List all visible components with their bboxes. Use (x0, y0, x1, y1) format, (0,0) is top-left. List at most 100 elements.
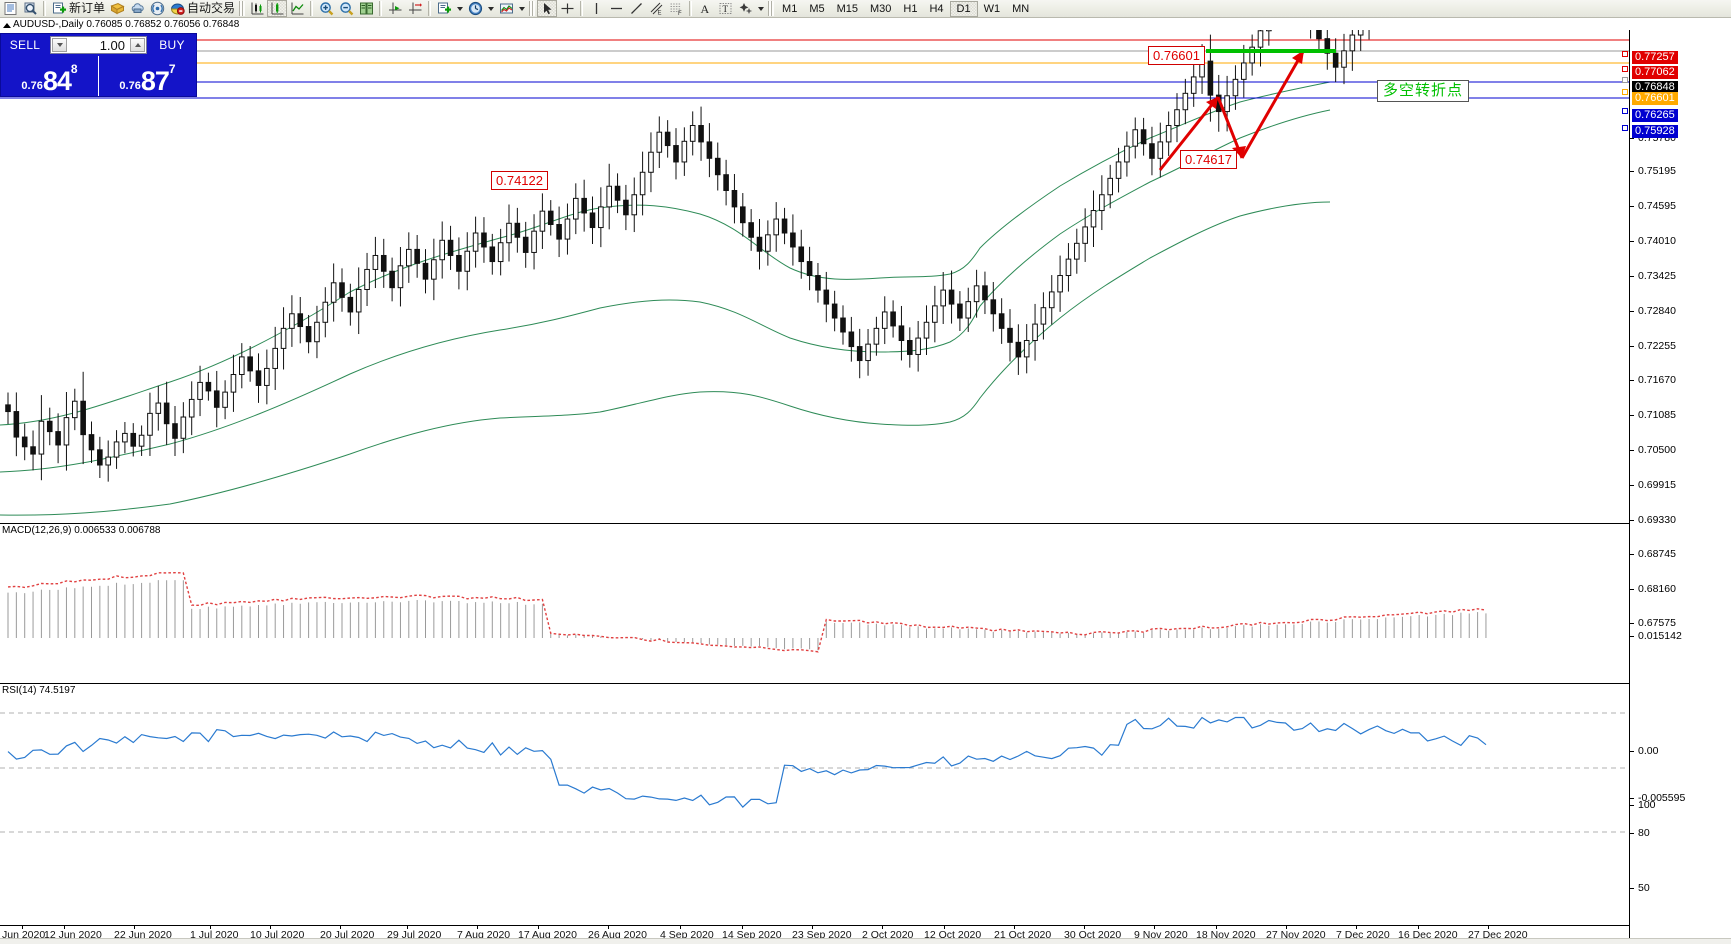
rsi-pane[interactable]: RSI(14) 74.5197 (0, 685, 1629, 853)
shapes-chevron-down-icon[interactable] (755, 0, 766, 17)
trendline-icon[interactable] (626, 0, 646, 17)
axis-tick-mark (1630, 798, 1634, 799)
price-badge[interactable]: 0.77257 (1632, 51, 1678, 64)
periods-icon[interactable] (465, 0, 485, 17)
price-badge[interactable]: 0.76265 (1632, 109, 1678, 122)
price-badge[interactable]: 0.76601 (1632, 92, 1678, 105)
indicators-icon[interactable] (247, 0, 267, 17)
volume-increase-button[interactable] (130, 38, 145, 52)
text-annotation[interactable]: 多空转折点 (1377, 80, 1470, 102)
price-badge[interactable]: 0.75928 (1632, 125, 1678, 138)
volume-stepper[interactable]: 1.00 (50, 36, 147, 54)
crosshair-icon[interactable] (557, 0, 577, 17)
timeframe-w1[interactable]: W1 (983, 2, 1001, 15)
toolbar-grip[interactable] (239, 1, 246, 16)
price-axis-tick-label: 0.71085 (1638, 409, 1676, 421)
add-indicator-icon[interactable] (434, 0, 454, 17)
macd-pane[interactable]: MACD(12,26,9) 0.006533 0.006788 (0, 525, 1629, 683)
axis-tick-mark (1630, 206, 1634, 207)
price-line-handle[interactable] (1622, 77, 1628, 83)
objects-icon[interactable] (267, 0, 288, 17)
timeframe-d1[interactable]: D1 (949, 0, 978, 17)
timeframe-h4[interactable]: H4 (929, 2, 944, 15)
equidistant-channel-icon[interactable]: E (646, 0, 666, 17)
chart-area[interactable]: 0.76601 0.74617 0.74122 多空转折点 MACD(12,26… (0, 30, 1731, 944)
templates-chevron-down-icon[interactable] (516, 0, 527, 17)
vline-icon[interactable] (586, 0, 606, 17)
timeframe-m30[interactable]: M30 (870, 2, 892, 15)
candlestick (380, 254, 387, 272)
chart-title: AUDUSD-,Daily 0.76085 0.76852 0.76056 0.… (13, 19, 240, 30)
new-order-label[interactable]: 新订单 (69, 1, 106, 15)
price-line-handle[interactable] (1622, 89, 1628, 95)
time-axis-tick (812, 926, 813, 929)
toolbar-grip-3[interactable] (768, 1, 775, 16)
zoom-in-icon[interactable] (316, 0, 336, 17)
candlestick (422, 262, 429, 280)
autoscroll-icon[interactable] (385, 0, 405, 17)
volume-input[interactable]: 1.00 (99, 38, 125, 53)
add-indicator-chevron-down-icon[interactable] (454, 0, 465, 17)
zoom-out-icon[interactable] (336, 0, 356, 17)
price-axis-tick-label: 0.74595 (1638, 200, 1676, 212)
magnifier-data-icon[interactable] (20, 0, 40, 17)
main-toolbar: 新订单 (0, 0, 1731, 18)
price-tag-low[interactable]: 0.74617 (1180, 150, 1237, 169)
candlestick (790, 232, 796, 248)
price-axis[interactable]: 0.75780 0.75195 0.74595 0.74010 0.73425 0.728… (1629, 30, 1731, 944)
toolbar-grip-2[interactable] (529, 1, 536, 16)
textlabel-icon[interactable]: T (715, 0, 735, 17)
price-pane[interactable]: 0.76601 0.74617 0.74122 多空转折点 (0, 30, 1629, 523)
trade-panel-prices: 0.76 84 8 0.76 87 7 (1, 56, 196, 96)
timeframe-m5[interactable]: M5 (809, 2, 825, 15)
price-badge[interactable]: 0.76848 (1632, 81, 1678, 94)
svg-text:A: A (700, 2, 709, 16)
sell-price-pipette: 8 (70, 62, 78, 76)
one-click-trading-panel[interactable]: SELL 1.00 BUY 0.76 84 8 0.76 87 7 (0, 33, 197, 97)
buy-price[interactable]: 0.76 87 7 (98, 56, 196, 96)
rsi-chart-svg (0, 712, 1629, 833)
history-icon[interactable] (107, 0, 127, 17)
timeframe-m1[interactable]: M1 (782, 2, 798, 15)
periods-chevron-down-icon[interactable] (485, 0, 496, 17)
price-line-handle[interactable] (1622, 66, 1628, 72)
timeframe-mn[interactable]: MN (1012, 2, 1030, 15)
save-charts-icon[interactable] (356, 0, 376, 17)
sell-price[interactable]: 0.76 84 8 (1, 56, 98, 96)
fibo-icon[interactable]: F (666, 0, 686, 17)
cursor-icon[interactable] (537, 0, 558, 17)
candlestick (297, 313, 304, 328)
shapes-icon[interactable] (735, 0, 755, 17)
buy-button[interactable]: BUY (148, 34, 196, 56)
chartshift-icon[interactable] (405, 0, 425, 17)
period-icon[interactable] (287, 0, 307, 17)
sell-button[interactable]: SELL (1, 34, 49, 56)
volume-decrease-button[interactable] (52, 38, 67, 52)
cloud-icon[interactable] (127, 0, 147, 17)
green-segment-annotation[interactable] (1206, 49, 1336, 53)
axis-tick-mark (1630, 520, 1634, 521)
price-tag-high[interactable]: 0.76601 (1148, 46, 1205, 65)
timeframe-h1[interactable]: H1 (903, 2, 918, 15)
price-badge[interactable]: 0.77062 (1632, 66, 1678, 79)
candlestick (122, 432, 128, 443)
text-icon[interactable]: A (695, 0, 715, 17)
candlestick (481, 232, 487, 248)
price-tag-left[interactable]: 0.74122 (491, 171, 548, 190)
axis-tick-mark (1630, 636, 1634, 637)
candlestick (1341, 50, 1347, 68)
auto-trading-label[interactable]: 自动交易 (187, 1, 236, 15)
templates-icon[interactable] (496, 0, 516, 17)
price-line-handle[interactable] (1622, 51, 1628, 57)
buy-price-main: 87 (140, 66, 170, 96)
chart-collapse-arrow-icon[interactable] (3, 23, 11, 28)
hline-icon[interactable] (606, 0, 626, 17)
document-icon[interactable] (0, 0, 20, 17)
signal-icon[interactable] (147, 0, 167, 17)
timeframe-m15[interactable]: M15 (836, 2, 858, 15)
price-line-handle[interactable] (1622, 125, 1628, 131)
price-line-handle[interactable] (1622, 108, 1628, 114)
autotrading-icon[interactable] (167, 0, 187, 17)
axis-tick-mark (1630, 751, 1634, 752)
new-order-icon[interactable] (49, 0, 69, 17)
